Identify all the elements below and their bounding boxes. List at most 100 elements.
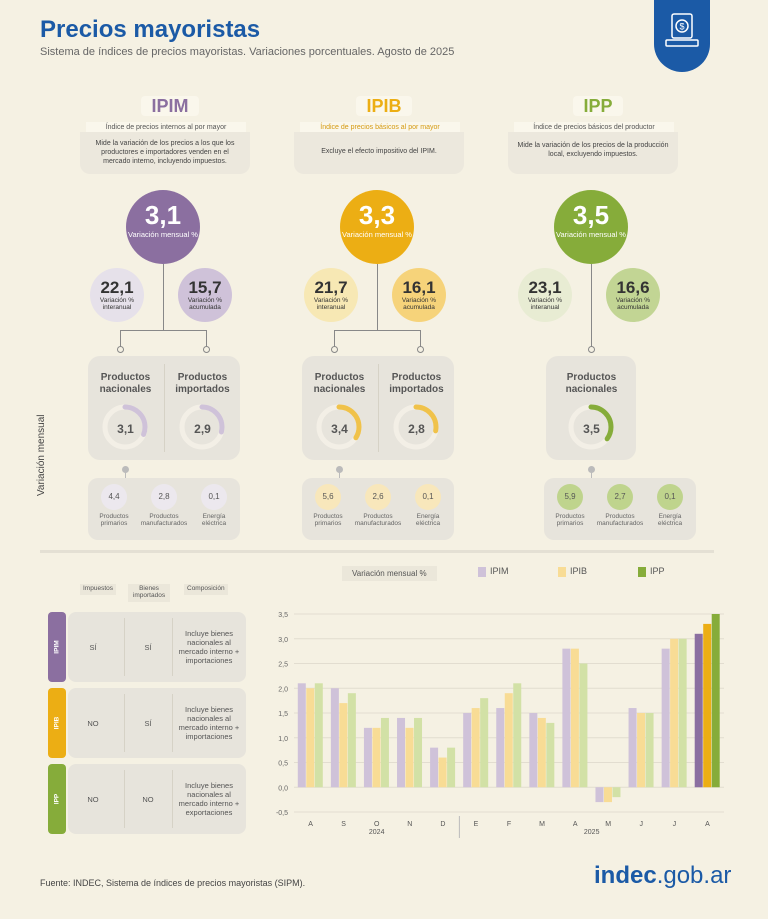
bar	[603, 787, 612, 803]
y-tick-label: 1,5	[278, 711, 288, 718]
index-code: IPIB	[356, 96, 412, 116]
index-description: Excluye el efecto impositivo del IPIM.	[294, 132, 464, 174]
page-title: Precios mayoristas	[40, 16, 261, 43]
y-tick-label: 3,0	[278, 637, 288, 644]
accumulated-label: Variación % acumulada	[615, 297, 651, 311]
index-name: Índice de precios internos al por mayor	[86, 122, 246, 133]
bar	[430, 747, 439, 788]
subcomponent-item: 2,6 Productos manufacturados	[354, 478, 402, 528]
index-description: Mide la variación de los precios de la p…	[508, 132, 678, 174]
product-value: 2,9	[194, 422, 211, 436]
subcomponent-value: 2,7	[607, 484, 633, 510]
products-box-ipim: Productos nacionales 3,1 Productos impor…	[88, 356, 240, 460]
interannual-circle: 23,1 Variación % interanual	[518, 268, 572, 322]
bar	[372, 727, 381, 788]
bar	[504, 693, 513, 788]
x-tick-label: M	[539, 821, 545, 828]
progress-ring-fill	[568, 404, 614, 450]
y-tick-label: 1,0	[278, 736, 288, 743]
connector-dot	[588, 466, 595, 473]
progress-ring	[179, 404, 225, 450]
subcomponent-label: Productos manufacturados	[140, 513, 188, 527]
y-tick-label: 2,5	[278, 662, 288, 669]
connector-line	[339, 472, 340, 478]
products-box-ipib: Productos nacionales 3,4 Productos impor…	[302, 356, 454, 460]
bar	[678, 638, 687, 788]
table-row: IPIB NO SÍ Incluye bienes nacionales al …	[48, 688, 246, 758]
interannual-label: Variación % interanual	[527, 297, 563, 311]
connector-dot	[417, 346, 424, 353]
bar	[694, 633, 703, 788]
cell-imported: SÍ	[144, 718, 152, 728]
logo-rest: .gob.ar	[656, 862, 732, 889]
connector-line	[591, 264, 592, 348]
bar	[447, 747, 456, 788]
product-label: Productos importados	[389, 372, 444, 395]
legend-swatch	[558, 566, 566, 577]
index-code: IPIM	[141, 96, 199, 116]
connector-line	[120, 330, 206, 331]
subcomponent-label: Productos primarios	[313, 513, 343, 527]
cell-taxes: SÍ	[89, 642, 97, 652]
product-national: Productos nacionales 3,4	[302, 356, 377, 460]
legend-label: IPP	[650, 566, 665, 576]
subcomponent-value: 4,4	[101, 484, 127, 510]
connector-line	[163, 264, 164, 330]
row-index-tag: IPP	[48, 764, 66, 834]
legend-item-ipib: IPIB	[558, 566, 587, 577]
bar	[380, 717, 389, 788]
monthly-value: 3,5	[572, 200, 610, 230]
group-label: 2024	[369, 829, 385, 836]
subcomponent-label: Energía eléctrica	[415, 513, 441, 527]
table-header: Composición	[184, 584, 228, 595]
index-code: IPP	[573, 96, 623, 116]
bar	[661, 648, 670, 788]
divider	[378, 364, 379, 452]
price-document-icon: $	[665, 13, 699, 47]
product-value: 2,8	[408, 422, 425, 436]
subcomponent-item: 2,8 Productos manufacturados	[140, 478, 188, 528]
progress-ring-fill	[102, 404, 148, 450]
bar	[513, 683, 522, 788]
accumulated-label: Variación % acumulada	[401, 297, 437, 311]
monthly-label: Variación mensual %	[556, 230, 626, 239]
interannual-circle: 22,1 Variación % interanual	[90, 268, 144, 322]
bar	[297, 683, 306, 788]
subcomponent-item: 0,1 Energía eléctrica	[646, 478, 694, 528]
x-tick-label: O	[374, 821, 380, 828]
x-tick-label: A	[308, 821, 313, 828]
indec-logo: indec.gob.ar	[594, 862, 731, 890]
connector-line	[591, 472, 592, 478]
connector-line	[334, 330, 335, 352]
x-tick-label: E	[474, 821, 479, 828]
monthly-value: 3,3	[358, 200, 396, 230]
subcomponents-box-ipim: 4,4 Productos primarios 2,8 Productos manu…	[88, 478, 240, 540]
accumulated-circle: 15,7 Variación % acumulada	[178, 268, 232, 322]
cell-composition: Incluye bienes nacionales al mercado int…	[178, 781, 240, 817]
subcomponent-value: 2,6	[365, 484, 391, 510]
product-label: Productos nacionales	[313, 372, 366, 395]
interannual-label: Variación % interanual	[99, 297, 135, 311]
cell-composition: Incluye bienes nacionales al mercado int…	[178, 705, 240, 741]
bar	[471, 708, 480, 788]
y-tick-label: 2,0	[278, 686, 288, 693]
subcomponent-item: 5,6 Productos primarios	[304, 478, 352, 528]
subcomponent-value: 2,8	[151, 484, 177, 510]
interannual-value: 23,1	[528, 278, 562, 297]
products-box-ipp: Productos nacionales 3,5	[546, 356, 636, 460]
monthly-circle: 3,5 Variación mensual %	[554, 190, 628, 264]
cell-imported: NO	[142, 794, 154, 804]
connector-line	[125, 472, 126, 478]
cell-composition: Incluye bienes nacionales al mercado int…	[178, 629, 240, 665]
subcomponent-item: 2,7 Productos manufacturados	[596, 478, 644, 528]
svg-text:$: $	[679, 22, 684, 32]
bar	[339, 703, 348, 788]
row-index-label: IPIB	[53, 716, 61, 730]
bar	[529, 713, 538, 788]
product-value: 3,5	[583, 422, 600, 436]
bar	[711, 614, 720, 788]
x-tick-label: A	[705, 821, 710, 828]
bar	[703, 623, 712, 788]
legend-swatch	[478, 566, 486, 577]
legend-label: IPIB	[570, 566, 588, 576]
